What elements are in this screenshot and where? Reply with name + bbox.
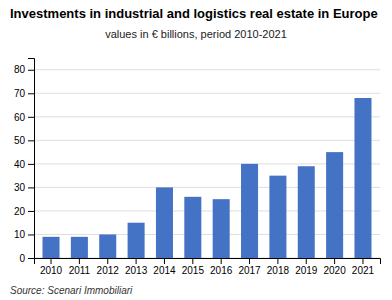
x-tick: 2013 (125, 258, 148, 276)
x-tick: 2020 (323, 258, 346, 276)
x-tick-mark (221, 258, 222, 264)
source: Source: Scenari Immobiliari (10, 285, 133, 296)
bar (269, 176, 286, 258)
y-tick-label: 70 (14, 88, 26, 99)
x-tick: 2018 (267, 258, 290, 276)
y-tick-label: 40 (14, 159, 26, 170)
x-tick: 2011 (69, 258, 91, 276)
bar (241, 164, 258, 258)
x-tick: 2019 (295, 258, 318, 276)
y-tick-mark (28, 93, 34, 94)
x-tick-label: 2013 (125, 265, 148, 276)
y-tick-label: 0 (19, 253, 25, 264)
x-tick-mark (164, 258, 165, 264)
x-tick: 2014 (153, 258, 176, 276)
x-tick-label: 2021 (352, 265, 375, 276)
bar (354, 98, 371, 258)
x-tick-label: 2014 (153, 265, 176, 276)
x-tick-mark (136, 258, 137, 264)
y-tick: 80 (14, 64, 34, 75)
y-tick: 50 (14, 135, 34, 146)
x-tick-label: 2011 (69, 265, 91, 276)
x-tick-mark (249, 258, 250, 264)
x-tick-mark (334, 258, 335, 264)
y-tick-mark (28, 117, 34, 118)
bar (156, 187, 173, 258)
y-tick-mark (28, 140, 34, 141)
bar (298, 166, 315, 258)
y-tick: 10 (14, 229, 34, 240)
y-axis-line (28, 59, 35, 259)
subtitle: values in € billions, period 2010-2021 (105, 28, 287, 40)
bars (43, 98, 372, 258)
grid (34, 70, 380, 258)
x-tick-mark (107, 258, 108, 264)
x-tick-label: 2010 (40, 265, 63, 276)
y-tick-label: 30 (14, 182, 26, 193)
grid-line (34, 140, 380, 141)
y-tick-label: 20 (14, 206, 26, 217)
x-tick-label: 2018 (267, 265, 290, 276)
y-tick: 70 (14, 88, 34, 99)
x-tick-mark (277, 258, 278, 264)
plot: 0102030405060708020102011201220132014201… (14, 59, 381, 277)
bar (128, 223, 145, 258)
grid-line (34, 93, 380, 94)
y-tick: 30 (14, 182, 34, 193)
x-tick-label: 2017 (238, 265, 261, 276)
y-tick-label: 60 (14, 112, 26, 123)
x-tick: 2012 (97, 258, 120, 276)
bar (71, 237, 88, 258)
x-tick-mark (51, 258, 52, 264)
bar (99, 234, 116, 258)
y-tick: 40 (14, 159, 34, 170)
title: Investments in industrial and logistics … (10, 6, 378, 21)
x-tick-mark (79, 258, 80, 264)
x-tick-mark (306, 258, 307, 264)
bar (43, 237, 60, 258)
x-tick: 2021 (352, 258, 375, 276)
grid-line (34, 116, 380, 117)
x-tick: 2015 (182, 258, 205, 276)
grid-line (34, 69, 380, 70)
x-tick-mark (192, 258, 193, 264)
bar (184, 197, 201, 258)
y-tick-label: 10 (14, 229, 26, 240)
x-axis-line (35, 259, 381, 265)
y-tick: 60 (14, 112, 34, 123)
y-tick-mark (28, 258, 34, 259)
y-tick: 20 (14, 206, 34, 217)
y-tick-mark (28, 187, 34, 188)
x-axis: 2010 2011 2012 2013 2014 2015 2016 2017 2018 2019… (35, 258, 381, 276)
x-tick-mark (362, 258, 363, 264)
x-tick: 2017 (238, 258, 261, 276)
y-tick-label: 50 (14, 135, 26, 146)
x-tick: 2010 (40, 258, 63, 276)
bar (213, 199, 230, 258)
x-tick-label: 2020 (323, 265, 346, 276)
y-tick-mark (28, 70, 34, 71)
y-tick-mark (28, 234, 34, 235)
x-tick: 2016 (210, 258, 233, 276)
x-tick-label: 2015 (182, 265, 205, 276)
chart-svg: Investments in industrial and logistics … (0, 0, 392, 300)
x-tick-label: 2019 (295, 265, 318, 276)
x-tick-label: 2016 (210, 265, 233, 276)
y-tick-mark (28, 164, 34, 165)
x-tick-label: 2012 (97, 265, 120, 276)
y-axis: 0 10 20 30 40 50 60 70 80 (14, 59, 35, 264)
bar (326, 152, 343, 258)
y-tick: 0 (19, 253, 34, 264)
y-tick-mark (28, 211, 34, 212)
y-tick-label: 80 (14, 64, 26, 75)
